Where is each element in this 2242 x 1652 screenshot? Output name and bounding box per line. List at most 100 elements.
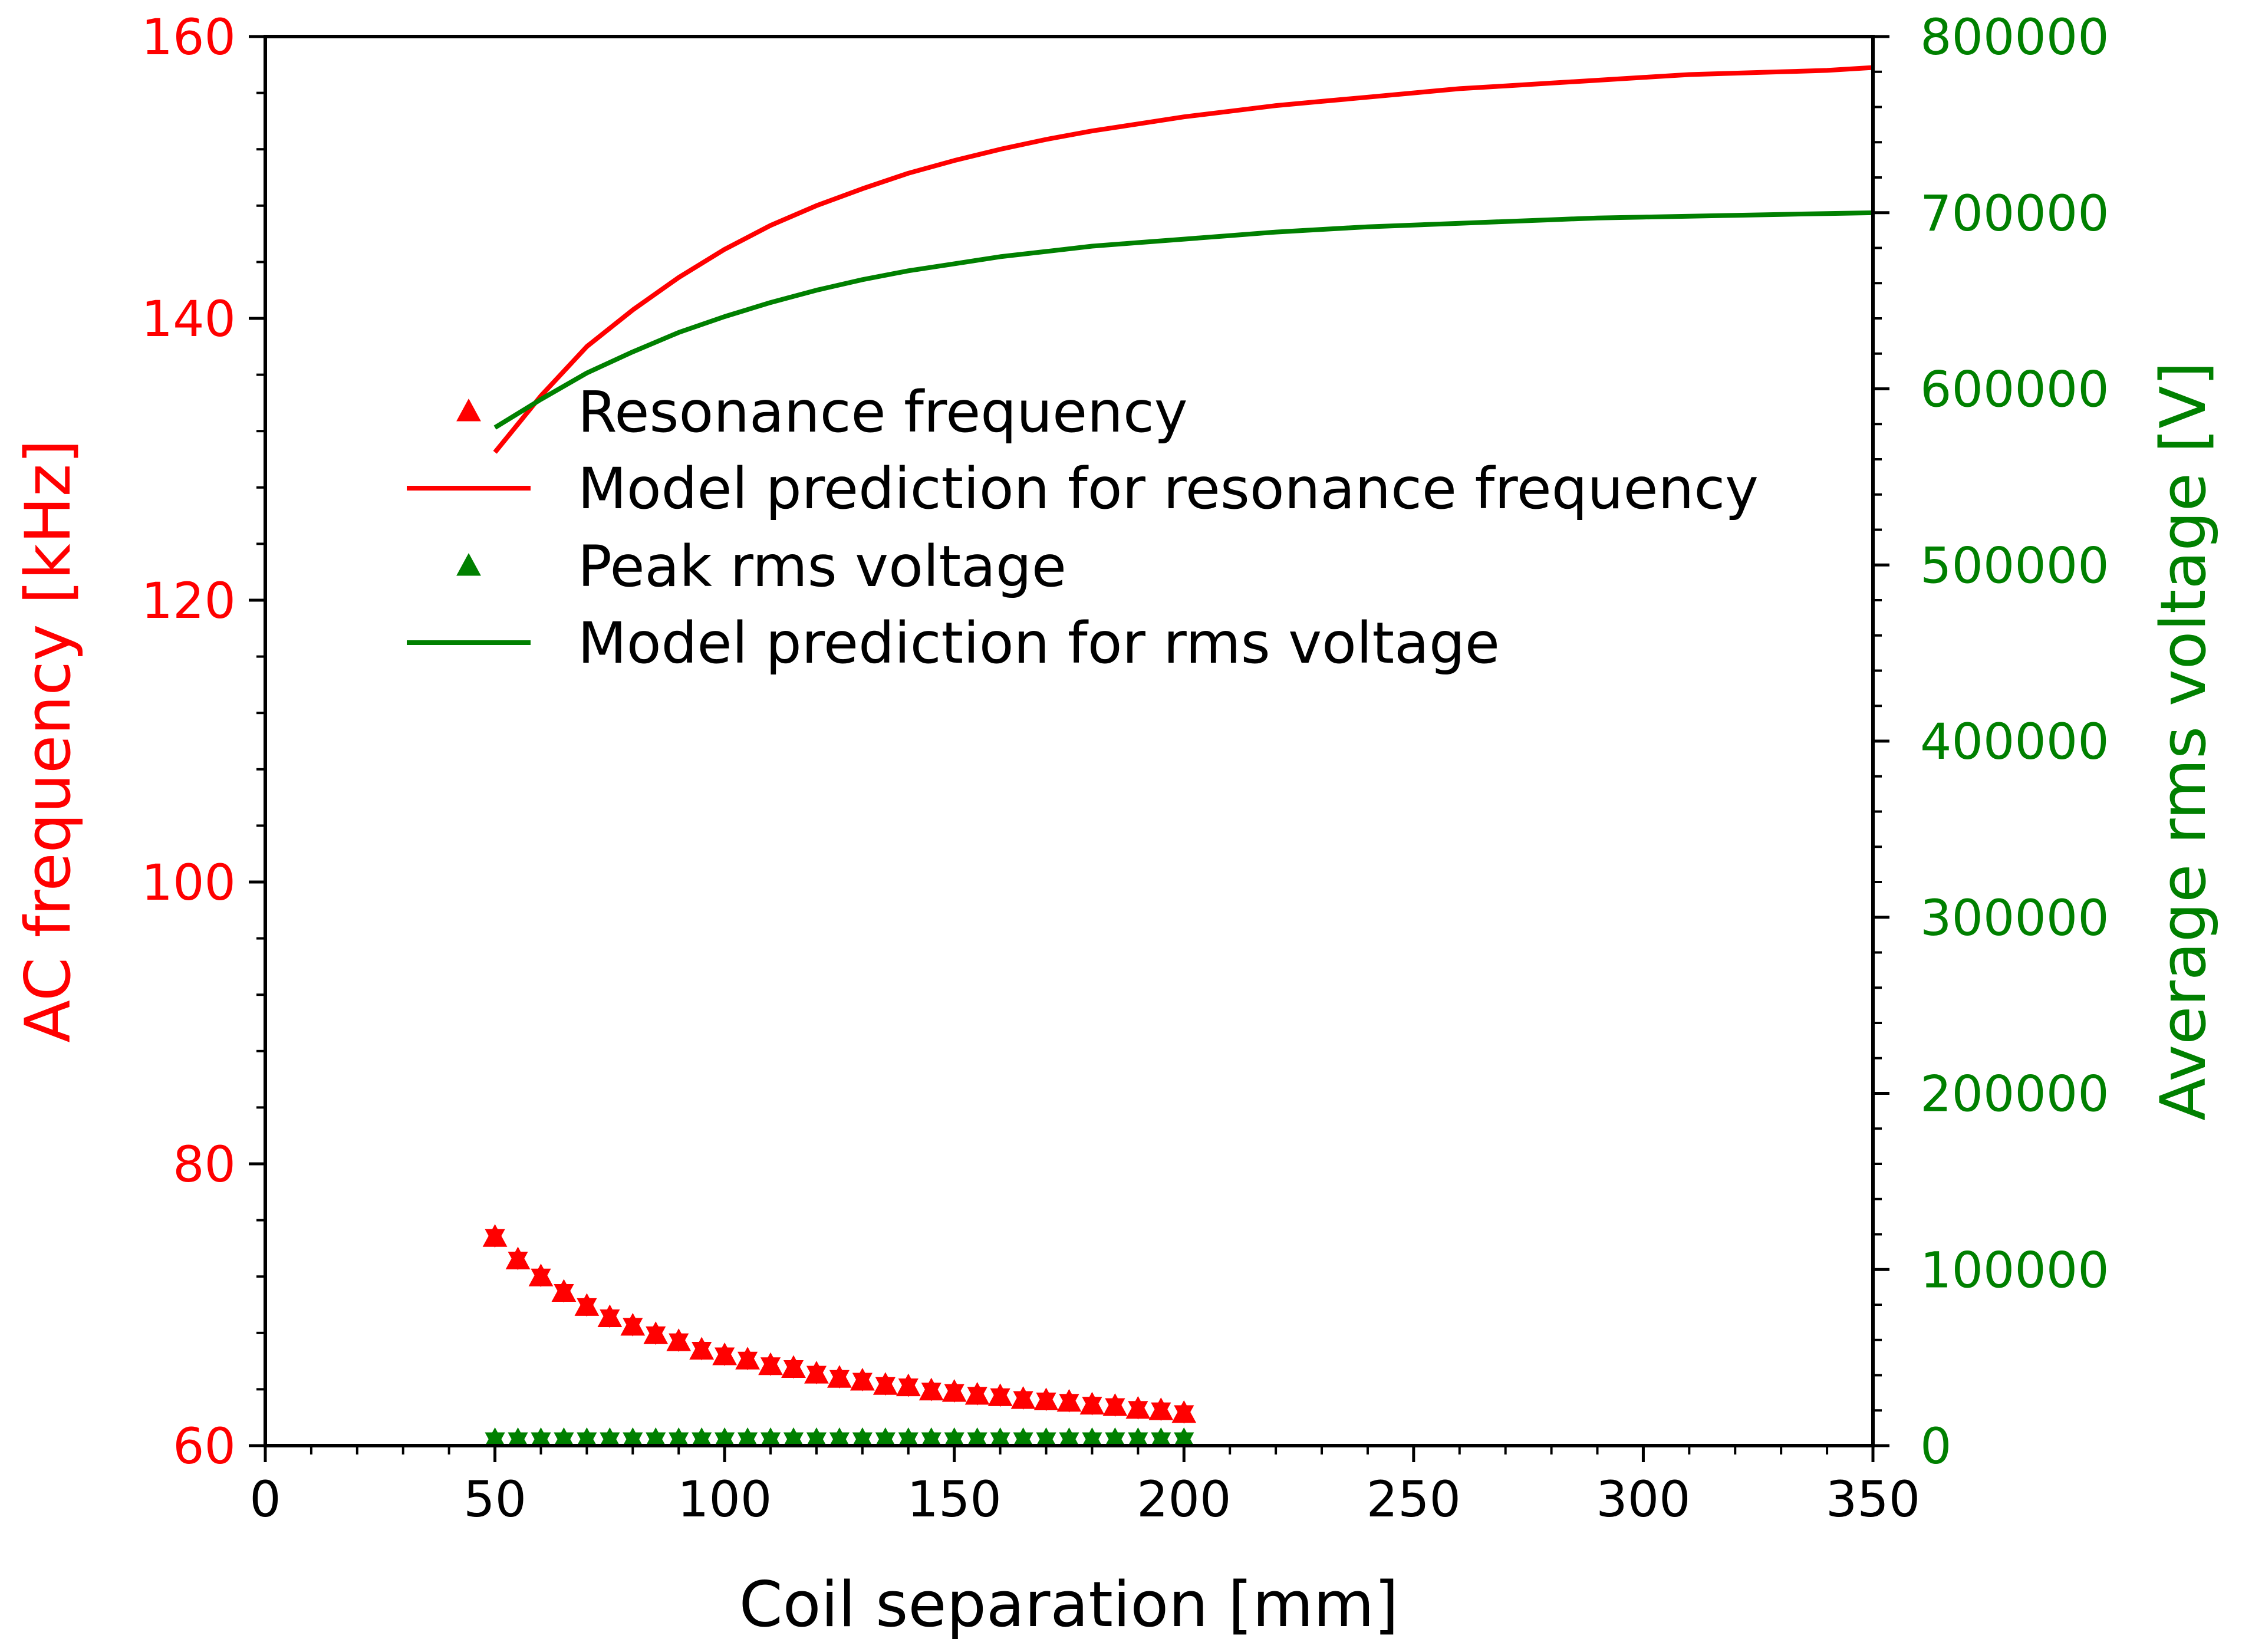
data-point xyxy=(531,1427,551,1446)
x-axis-label: Coil separation [mm] xyxy=(739,1568,1399,1641)
data-point xyxy=(1125,1396,1151,1420)
data-point xyxy=(551,1279,577,1303)
data-point xyxy=(852,1427,873,1446)
data-point xyxy=(643,1321,669,1345)
legend-entry: Peak rms voltage xyxy=(456,534,1066,600)
data-point xyxy=(666,1328,692,1352)
y-left-tick-label: 60 xyxy=(173,1417,236,1475)
x-tick-label: 350 xyxy=(1826,1470,1920,1528)
data-point xyxy=(508,1427,528,1446)
data-point xyxy=(482,1224,508,1248)
data-point xyxy=(944,1427,964,1446)
x-tick-label: 0 xyxy=(249,1470,281,1528)
data-point xyxy=(554,1427,574,1446)
y-right-tick-label: 100000 xyxy=(1920,1241,2109,1299)
legend-entry: Resonance frequency xyxy=(456,379,1188,445)
data-point xyxy=(873,1372,898,1396)
legend-label: Peak rms voltage xyxy=(578,534,1066,600)
y-right-axis-label: Average rms voltage [V] xyxy=(2147,361,2220,1121)
data-point xyxy=(850,1368,875,1392)
data-point xyxy=(760,1427,781,1446)
data-point xyxy=(1151,1427,1171,1446)
y-right-tick-label: 300000 xyxy=(1920,889,2109,947)
data-point xyxy=(1102,1393,1128,1417)
data-point xyxy=(781,1355,806,1379)
data-point xyxy=(738,1427,758,1446)
data-point xyxy=(804,1361,829,1385)
data-point xyxy=(574,1293,600,1317)
legend-label: Resonance frequency xyxy=(578,379,1188,445)
data-point xyxy=(783,1427,804,1446)
data-point xyxy=(1059,1427,1079,1446)
data-point xyxy=(735,1347,760,1371)
data-point xyxy=(715,1427,735,1446)
data-point xyxy=(646,1427,666,1446)
series-line-1 xyxy=(493,65,1873,454)
data-point xyxy=(505,1246,531,1271)
legend-entry: Model prediction for resonance frequency xyxy=(407,456,1759,522)
legend-swatch-marker xyxy=(456,399,481,422)
data-point xyxy=(987,1383,1013,1407)
data-point xyxy=(485,1427,505,1446)
data-point xyxy=(941,1379,967,1403)
x-tick-label: 150 xyxy=(907,1470,1002,1528)
y-right-tick-label: 600000 xyxy=(1920,361,2109,419)
data-point xyxy=(1148,1397,1174,1421)
y-right-tick-label: 400000 xyxy=(1920,713,2109,771)
x-tick-label: 100 xyxy=(677,1470,772,1528)
y-left-tick-label: 100 xyxy=(141,854,236,911)
data-point xyxy=(758,1352,783,1376)
data-point xyxy=(875,1427,896,1446)
data-point xyxy=(597,1304,623,1328)
y-right-tick-label: 800000 xyxy=(1920,8,2109,66)
data-point xyxy=(918,1377,944,1401)
data-point xyxy=(1128,1427,1148,1446)
data-point xyxy=(623,1427,643,1446)
data-point xyxy=(1013,1427,1033,1446)
data-point xyxy=(898,1427,918,1446)
x-tick-label: 250 xyxy=(1367,1470,1461,1528)
legend-entry: Model prediction for rms voltage xyxy=(407,610,1500,676)
x-tick-label: 200 xyxy=(1137,1470,1231,1528)
ticks-layer: 0 50 100 150 200 250 300 350 60 80 100 120 140 160 0 10… xyxy=(141,8,2109,1528)
data-point xyxy=(689,1337,715,1361)
data-point xyxy=(827,1365,852,1389)
data-point xyxy=(1010,1386,1036,1410)
y-left-tick-label: 160 xyxy=(141,8,236,66)
x-tick-label: 300 xyxy=(1596,1470,1690,1528)
data-point xyxy=(620,1312,646,1337)
data-point xyxy=(600,1427,620,1446)
data-point xyxy=(1082,1427,1102,1446)
data-point xyxy=(896,1373,921,1397)
data-point xyxy=(1174,1427,1194,1446)
data-point xyxy=(1036,1427,1056,1446)
y-right-tick-label: 0 xyxy=(1920,1417,1951,1475)
data-point xyxy=(921,1427,941,1446)
data-point xyxy=(692,1427,712,1446)
legend: Resonance frequency Model prediction for … xyxy=(407,379,1759,676)
data-point xyxy=(1056,1388,1082,1413)
y-left-tick-label: 120 xyxy=(141,572,236,630)
data-point xyxy=(712,1342,738,1367)
legend-label: Model prediction for rms voltage xyxy=(578,610,1500,676)
data-point xyxy=(1079,1391,1105,1416)
y-left-tick-label: 80 xyxy=(173,1136,236,1193)
y-left-tick-label: 140 xyxy=(141,290,236,348)
data-point xyxy=(669,1427,689,1446)
y-left-axis-label: AC frequency [kHz] xyxy=(12,439,84,1042)
data-point xyxy=(577,1427,597,1446)
series-layer xyxy=(482,65,1873,1446)
x-tick-label: 50 xyxy=(463,1470,526,1528)
data-point xyxy=(990,1427,1010,1446)
data-point xyxy=(829,1427,850,1446)
y-right-tick-label: 500000 xyxy=(1920,537,2109,594)
legend-swatch-marker xyxy=(456,553,481,576)
y-right-tick-label: 700000 xyxy=(1920,185,2109,242)
data-point xyxy=(967,1427,987,1446)
data-point xyxy=(1171,1400,1197,1424)
data-point xyxy=(806,1427,827,1446)
data-point xyxy=(1105,1427,1125,1446)
legend-label: Model prediction for resonance frequency xyxy=(578,456,1759,522)
data-point xyxy=(528,1263,554,1288)
